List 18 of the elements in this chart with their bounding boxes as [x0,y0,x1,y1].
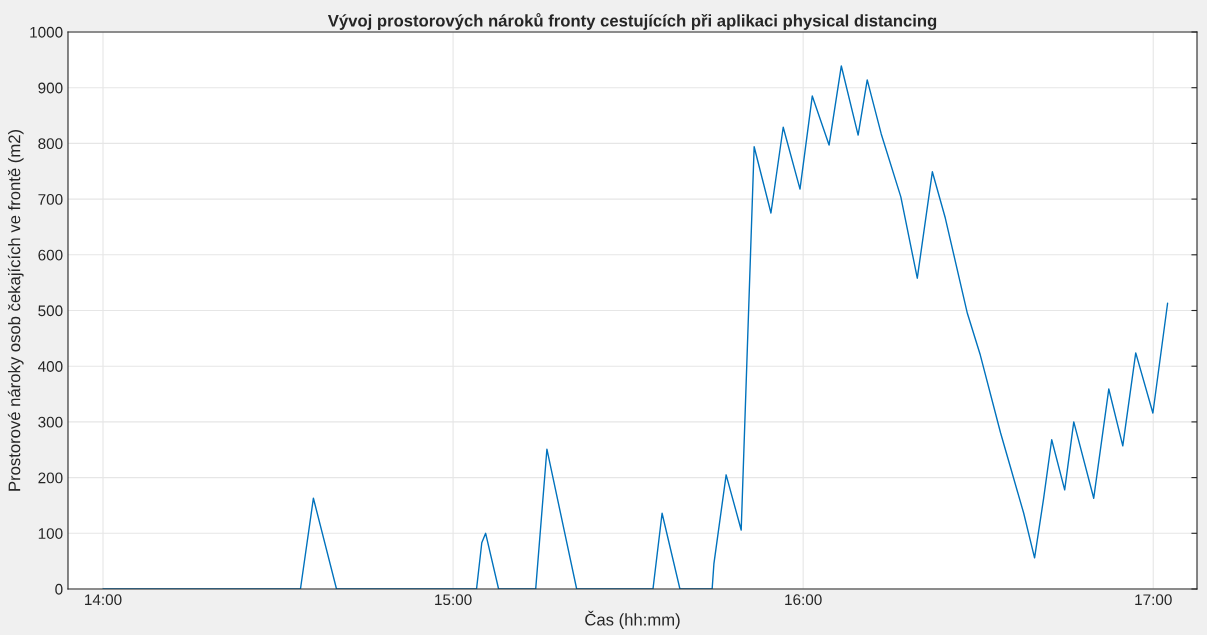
y-axis-title: Prostorové nároky osob čekajících ve frontě (m2) [7,129,24,491]
x-tick-label: 17:00 [1135,594,1172,606]
y-tick-label: 800 [38,138,63,150]
y-tick-label: 700 [38,193,63,205]
x-tick-label: 14:00 [85,594,122,606]
y-tick-label: 400 [38,361,63,372]
x-axis-title: Čas (hh:mm) [585,610,680,629]
y-tick-label: 600 [38,249,63,261]
x-tick-label: 16:00 [785,594,822,606]
chart-title: Vývoj prostorových nároků fronty cestujících při aplikaci physical distancing [327,13,937,30]
y-tick-label: 100 [38,528,63,539]
y-tick-label: 1000 [30,26,63,38]
y-tick-label: 0 [55,583,63,595]
y-tick-label: 500 [38,305,63,317]
y-tick-label: 300 [38,416,63,428]
y-tick-label: 900 [38,82,63,94]
y-tick-label: 200 [38,472,63,484]
x-tick-label: 15:00 [435,594,472,606]
